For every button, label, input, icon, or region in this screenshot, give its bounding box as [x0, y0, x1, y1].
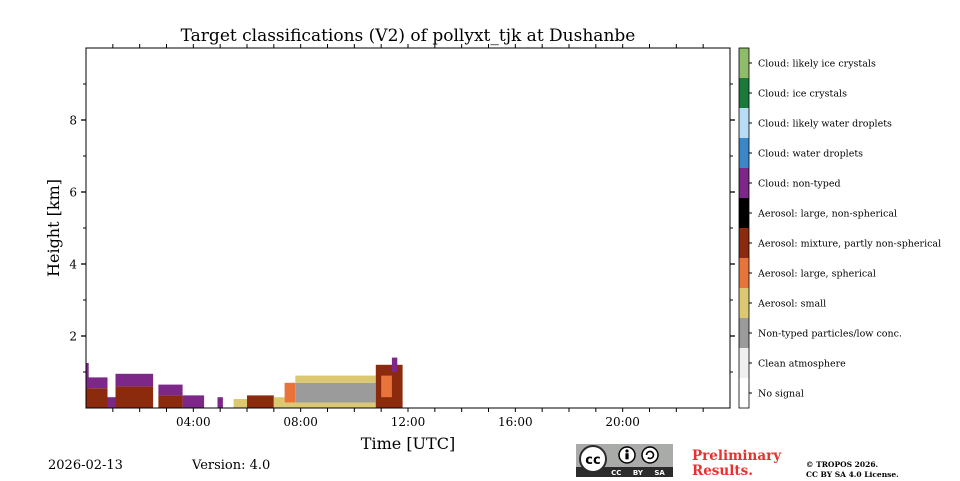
legend-label: Aerosol: small: [757, 299, 826, 310]
cc-badge-text: CC BY SA: [611, 469, 665, 477]
classification-segment: [115, 373, 154, 387]
classification-segment: [158, 395, 183, 408]
classification-segment: [86, 377, 108, 389]
colorbar-swatch: [739, 198, 749, 228]
colorbar-swatch: [739, 168, 749, 198]
legend-label: Cloud: likely ice crystals: [758, 59, 876, 70]
classification-segment: [217, 397, 223, 408]
legend-label: Cloud: water droplets: [758, 149, 863, 160]
classification-segment: [86, 388, 108, 408]
chart-title: Target classifications (V2) of pollyxt_t…: [180, 26, 636, 46]
classification-segment: [381, 375, 392, 398]
legend-label: Clean atmosphere: [758, 359, 846, 370]
colorbar-frame: [738, 47, 750, 409]
sa-icon: [641, 446, 659, 464]
date-label: 2026-02-13: [48, 458, 123, 473]
colorbar-legend: Cloud: likely ice crystals Cloud: ice cry…: [738, 47, 941, 409]
legend-label: Aerosol: mixture, partly non-spherical: [757, 239, 941, 250]
classification-segment: [273, 397, 285, 408]
classification-segment: [107, 397, 116, 408]
y-axis-label: Height [km]: [44, 179, 63, 277]
colorbar-swatch: [739, 318, 749, 348]
svg-text:cc: cc: [585, 453, 600, 468]
classification-segment: [182, 395, 205, 408]
legend-label: Cloud: ice crystals: [758, 89, 847, 100]
classification-segment: [391, 357, 398, 372]
copyright-line-1: © TROPOS 2026.: [806, 460, 879, 469]
cc-license-badge: cc CC BY SA: [576, 444, 673, 477]
plot-frame: [85, 47, 731, 409]
colorbar-swatch: [739, 48, 749, 78]
colorbar-swatch: [739, 348, 749, 378]
copyright-notice: © TROPOS 2026. CC BY SA 4.0 License.: [806, 460, 899, 480]
copyright-line-2: CC BY SA 4.0 License.: [806, 470, 899, 479]
version-label: Version: 4.0: [192, 458, 271, 473]
classification-segment: [284, 382, 296, 403]
classification-segment: [247, 395, 274, 408]
classification-segment: [158, 384, 183, 396]
legend-label: Aerosol: large, non-spherical: [757, 209, 897, 220]
y-axis-ticks: 2 4 6 8: [69, 83, 735, 373]
colorbar-swatch: [739, 108, 749, 138]
legend-label: Cloud: non-typed: [758, 179, 841, 190]
y-tick-label: 2: [69, 330, 77, 344]
x-tick-label: 12:00: [391, 415, 426, 429]
x-tick-label: 16:00: [498, 415, 533, 429]
colorbar-swatch: [739, 138, 749, 168]
plot-data-layer: [86, 357, 403, 408]
x-tick-label: 08:00: [283, 415, 318, 429]
colorbar-swatch: [739, 228, 749, 258]
by-icon: [618, 446, 636, 464]
legend-label: Aerosol: large, spherical: [757, 269, 876, 280]
legend-label: Non-typed particles/low conc.: [758, 329, 902, 340]
classification-segment: [295, 375, 376, 383]
y-tick-label: 8: [69, 114, 77, 128]
colorbar-swatch: [739, 378, 749, 408]
colorbar-swatch: [739, 78, 749, 108]
classification-segment: [233, 399, 247, 408]
x-tick-label: 20:00: [605, 415, 640, 429]
legend-label: Cloud: likely water droplets: [758, 119, 892, 130]
colorbar-swatch: [739, 258, 749, 288]
y-tick-label: 6: [69, 186, 77, 200]
classification-segment: [284, 402, 382, 408]
y-tick-label: 4: [69, 258, 77, 272]
x-tick-label: 04:00: [176, 415, 211, 429]
x-axis-ticks: 04:00 08:00 12:00 16:00 20:00: [112, 44, 704, 429]
classification-segment: [295, 382, 376, 403]
legend-label: No signal: [758, 389, 804, 400]
x-axis-label: Time [UTC]: [361, 434, 455, 453]
colorbar-swatch: [739, 288, 749, 318]
preliminary-results-label: Preliminary Results.: [692, 448, 782, 479]
classification-segment: [115, 386, 154, 408]
